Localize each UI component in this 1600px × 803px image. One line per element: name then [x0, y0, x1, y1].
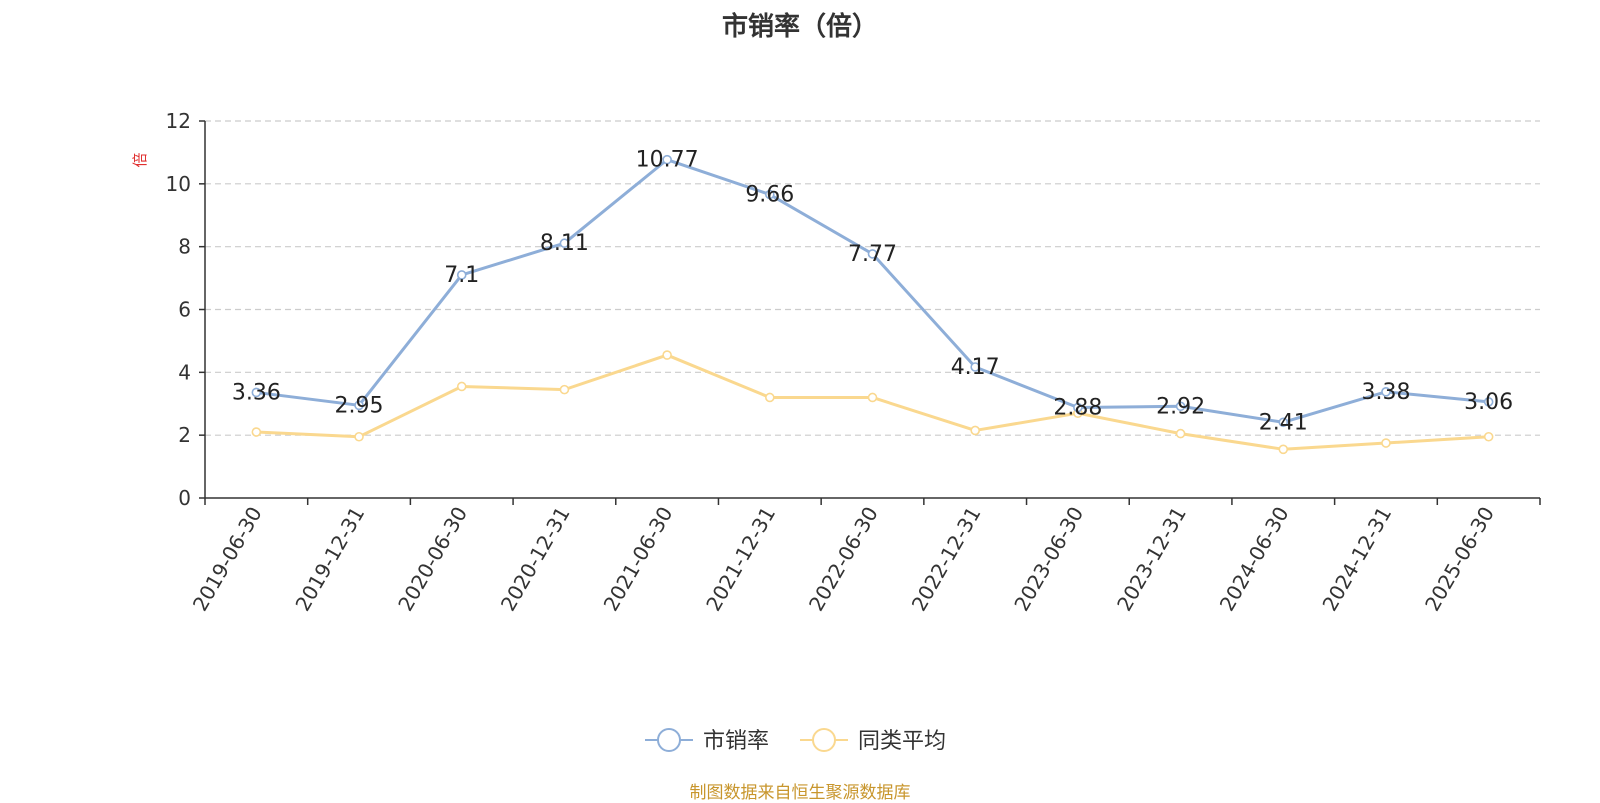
- x-tick-label: 2023-12-31: [1112, 503, 1191, 616]
- legend-marker: [657, 728, 681, 752]
- series-line: [256, 158, 1489, 424]
- data-label: 3.06: [1464, 390, 1513, 415]
- legend-item[interactable]: 同类平均: [800, 728, 946, 754]
- data-point: [456, 381, 467, 392]
- data-point: [1381, 387, 1391, 397]
- data-point: [559, 384, 570, 395]
- x-tick-label: 2019-06-30: [188, 503, 267, 616]
- data-point: [765, 392, 775, 403]
- data-point: [251, 387, 262, 398]
- legend-label: 市销率: [703, 729, 769, 754]
- legend-label: 同类平均: [858, 729, 946, 754]
- data-label: 2.41: [1259, 410, 1308, 435]
- legend[interactable]: 市销率 同类平均: [645, 728, 946, 754]
- y-tick-label: 12: [166, 109, 191, 133]
- y-tick-label: 10: [166, 172, 191, 196]
- data-label: 10.77: [636, 148, 699, 173]
- x-tick-label: 2024-12-31: [1317, 503, 1396, 616]
- y-tick-label: 0: [178, 486, 191, 510]
- data-label: 9.66: [745, 183, 794, 208]
- data-point: [354, 431, 364, 442]
- data-point: [662, 154, 672, 165]
- legend-marker: [812, 728, 836, 752]
- y-tick-label: 6: [178, 298, 191, 322]
- axes: 0 2 4 6 8 10 12 2019-06-30 2019-12-31 2020-06-30 2…: [166, 109, 1541, 616]
- y-tick-label: 8: [178, 235, 191, 259]
- data-point: [867, 249, 878, 259]
- data-point: [1483, 431, 1494, 442]
- data-point: [1278, 417, 1289, 428]
- x-tick-label: 2021-06-30: [599, 503, 678, 616]
- x-tick-label: 2022-12-31: [907, 503, 986, 616]
- data-label: 3.38: [1361, 380, 1410, 405]
- x-tick-label: 2023-06-30: [1009, 503, 1088, 616]
- data-point: [1278, 444, 1289, 455]
- y-axis-unit-label: 倍: [131, 152, 149, 167]
- data-point: [1175, 428, 1186, 439]
- data-label: 7.77: [848, 242, 897, 267]
- y-tick-label: 4: [178, 360, 191, 384]
- data-label: 7.1: [444, 263, 479, 288]
- data-point: [354, 400, 364, 411]
- x-tick-label: 2020-12-31: [496, 503, 575, 616]
- chart-title: 市销率（倍）: [721, 12, 878, 42]
- data-point: [1483, 397, 1494, 407]
- series-layer: 3.36 2.95 7.1 8.11 10.77 9.66 7.77 4.17 2.88 2.92…: [232, 148, 1513, 455]
- legend-item[interactable]: 市销率: [645, 728, 769, 754]
- data-point: [251, 427, 262, 437]
- y-tick-label: 2: [178, 423, 191, 447]
- data-label: 3.36: [232, 380, 281, 405]
- data-label: 2.95: [335, 393, 384, 418]
- data-point: [1381, 438, 1391, 448]
- x-tick-label: 2019-12-31: [290, 503, 369, 616]
- data-point: [1175, 401, 1186, 412]
- data-point: [662, 350, 672, 360]
- data-point: [765, 189, 775, 200]
- data-point: [970, 425, 980, 436]
- data-label: 2.92: [1156, 394, 1205, 419]
- data-point: [559, 238, 570, 249]
- source-note: 制图数据来自恒生聚源数据库: [689, 783, 911, 803]
- data-label: 8.11: [540, 231, 589, 256]
- data-label: 2.88: [1053, 396, 1102, 421]
- data-point: [456, 270, 467, 280]
- x-tick-label: 2021-12-31: [701, 503, 780, 616]
- x-tick-label: 2022-06-30: [804, 503, 883, 616]
- data-point: [970, 362, 980, 372]
- data-label: 4.17: [951, 355, 1000, 380]
- x-tick-label: 2025-06-30: [1420, 503, 1499, 616]
- data-point: [1073, 402, 1083, 413]
- x-tick-label: 2020-06-30: [393, 503, 472, 616]
- x-tick-label: 2024-06-30: [1215, 503, 1294, 616]
- grid-lines: [205, 120, 1540, 436]
- data-point: [867, 392, 878, 403]
